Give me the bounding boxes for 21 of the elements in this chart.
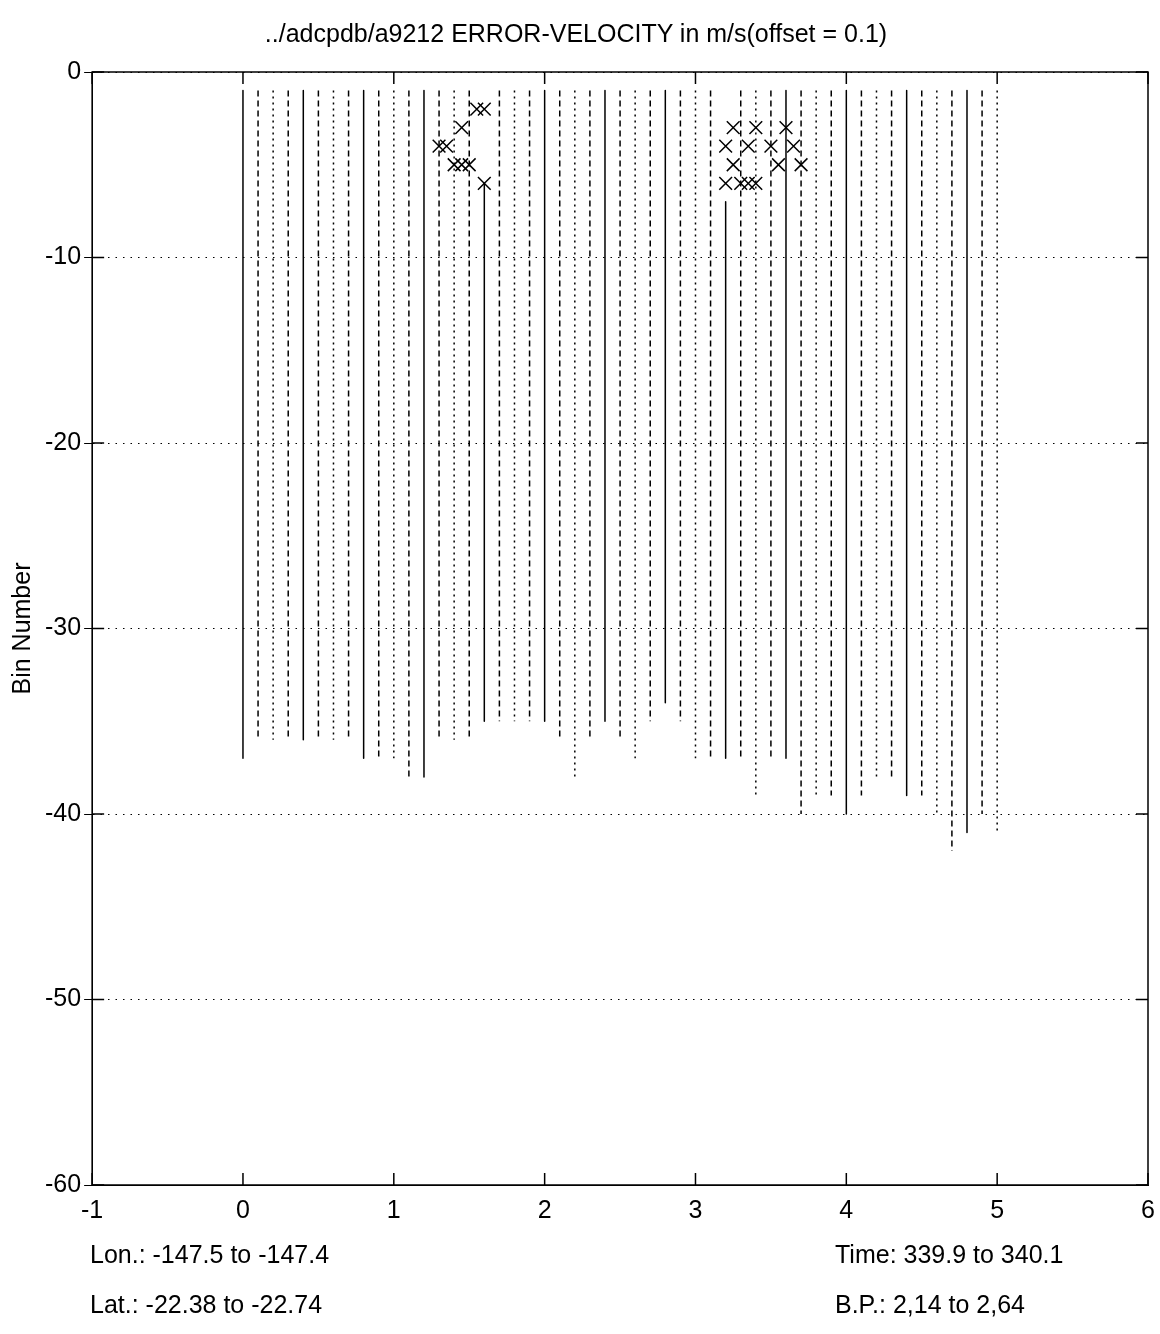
y-tick-label: -60 — [44, 1168, 82, 1197]
y-tick-label: -10 — [44, 241, 82, 270]
y-tick-label: -20 — [44, 426, 82, 455]
x-tick-label: 1 — [386, 1194, 401, 1223]
x-tick-label: 5 — [990, 1194, 1005, 1223]
text: Lon.: -147.5 to -147.4 — [90, 1240, 330, 1269]
x-tick-label: 4 — [839, 1194, 854, 1223]
x-tick-label: 2 — [537, 1194, 552, 1223]
x-tick-label: 0 — [236, 1194, 250, 1223]
text: B.P.: 2,14 to 2,64 — [835, 1290, 1025, 1319]
y-tick-label: -40 — [44, 797, 82, 826]
text: Time: 339.9 to 340.1 — [835, 1240, 1064, 1269]
y-axis-title: Bin Number — [6, 562, 35, 695]
y-tick-label: -30 — [44, 612, 82, 641]
text: Lat.: -22.38 to -22.74 — [90, 1290, 323, 1319]
chart-title: ../adcpdb/a9212 ERROR-VELOCITY in m/s(offset = 0.1) — [264, 18, 888, 47]
x-tick-label: -1 — [81, 1194, 104, 1223]
y-tick-label: -50 — [44, 983, 82, 1012]
x-tick-label: 6 — [1141, 1194, 1155, 1223]
y-tick-label: 0 — [67, 55, 82, 84]
x-tick-label: 3 — [688, 1194, 703, 1223]
